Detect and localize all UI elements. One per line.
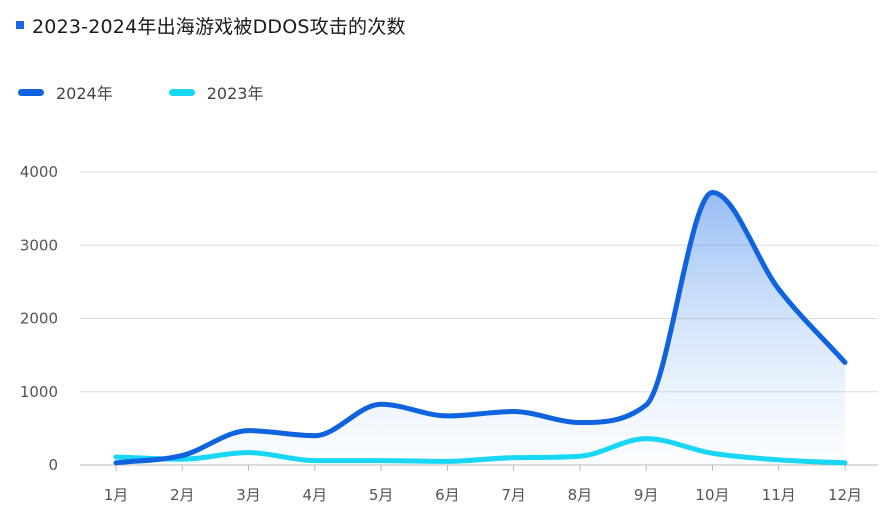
- x-tick-label: 11月: [762, 486, 796, 504]
- legend: 2024年 2023年: [18, 80, 319, 104]
- x-tick-label: 2月: [170, 486, 195, 504]
- x-tick-label: 10月: [695, 486, 729, 504]
- y-tick-label: 4000: [20, 163, 58, 181]
- legend-label-2024: 2024年: [56, 84, 113, 103]
- x-tick-label: 3月: [236, 486, 261, 504]
- legend-item-2023[interactable]: 2023年: [168, 80, 264, 104]
- x-tick-label: 5月: [369, 486, 394, 504]
- series-area-2024: [116, 192, 845, 465]
- series-lines: [113, 190, 848, 466]
- x-tick-label: 6月: [435, 486, 460, 504]
- chart-title-row: 2023-2024年出海游戏被DDOS攻击的次数: [16, 10, 406, 40]
- x-tick-label: 8月: [568, 486, 593, 504]
- x-tick-label: 1月: [104, 486, 129, 504]
- y-tick-label: 2000: [20, 310, 58, 328]
- legend-item-2024[interactable]: 2024年: [18, 80, 113, 104]
- y-tick-label: 0: [48, 456, 58, 474]
- x-tick-label: 4月: [303, 486, 328, 504]
- title-square-icon: [16, 21, 24, 29]
- legend-label-2023: 2023年: [206, 84, 264, 103]
- y-tick-label: 1000: [20, 383, 58, 401]
- chart-title: 2023-2024年出海游戏被DDOS攻击的次数: [32, 15, 406, 38]
- legend-swatch-2023: [168, 88, 195, 96]
- series-line-2024[interactable]: [113, 190, 848, 466]
- area-fill: [116, 192, 845, 465]
- x-tick-label: 7月: [501, 486, 526, 504]
- series-line-2023[interactable]: [113, 436, 848, 466]
- x-tick-label: 12月: [828, 486, 862, 504]
- legend-swatch-2024: [18, 88, 44, 96]
- x-axis-ticks: 1月 2月 3月 4月 5月 6月 7月 8月 9月 10月 11月 12月: [104, 465, 862, 504]
- x-tick-label: 9月: [634, 486, 659, 504]
- y-tick-label: 3000: [20, 236, 58, 254]
- y-axis-ticks: 0 1000 2000 3000 4000: [20, 163, 58, 474]
